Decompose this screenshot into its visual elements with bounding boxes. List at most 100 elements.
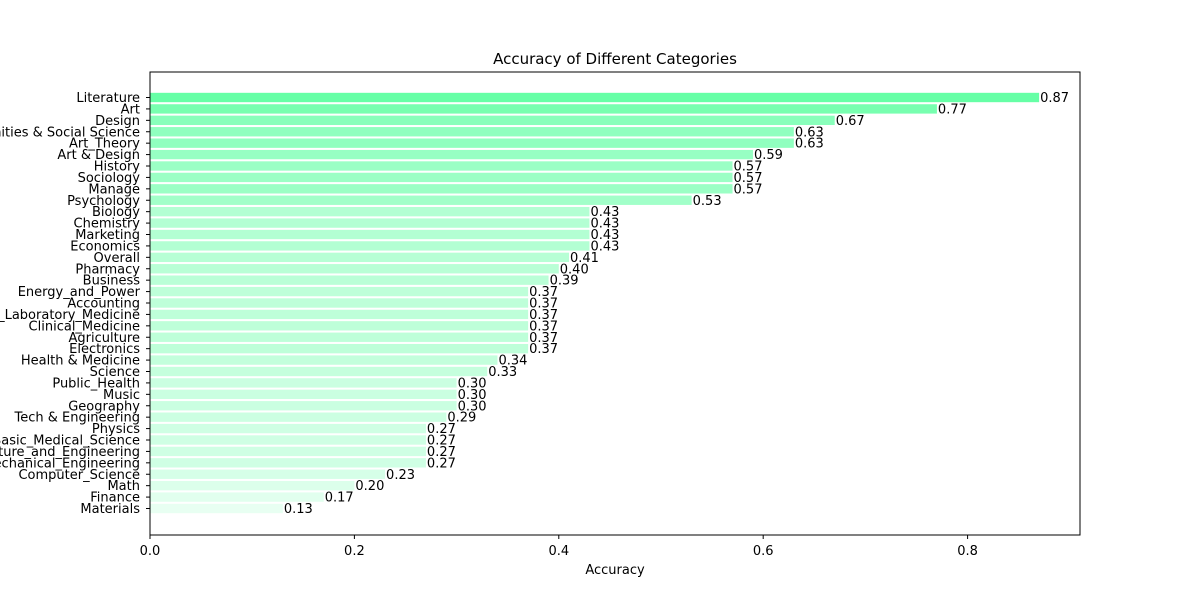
value-label-humanities-and-social-science: 0.63 (795, 125, 824, 140)
chart-title: Accuracy of Different Categories (493, 50, 737, 68)
value-label-overall: 0.41 (570, 251, 599, 266)
category-label-marketing: Marketing (75, 228, 140, 243)
value-label-math: 0.20 (355, 479, 384, 494)
category-label-math: Math (107, 479, 140, 494)
category-label-health-and-medicine: Health & Medicine (21, 354, 140, 369)
value-label-basic-medical-science: 0.27 (427, 434, 456, 449)
category-label-architecture-and-engineering: Architecture_and_Engineering (0, 445, 140, 460)
bar-public-health (150, 378, 457, 388)
bar-psychology (150, 195, 692, 205)
category-label-design: Design (95, 114, 140, 129)
value-label-design: 0.67 (836, 114, 865, 129)
bar-architecture-and-engineering (150, 446, 426, 457)
bar-geography (150, 401, 457, 411)
bar-agriculture (150, 332, 529, 342)
value-label-mechanical-engineering: 0.27 (427, 456, 456, 471)
category-label-clinical-medicine: Clinical_Medicine (29, 319, 140, 334)
x-tick-label: 0.4 (548, 544, 569, 559)
category-label-physics: Physics (92, 422, 140, 437)
bar-chemistry (150, 218, 590, 228)
value-label-music: 0.30 (458, 388, 487, 403)
value-label-health-and-medicine: 0.34 (498, 354, 527, 369)
plot-frame (149, 71, 1081, 536)
bar-computer-science (150, 469, 386, 479)
value-label-economics: 0.43 (590, 239, 619, 254)
value-label-pharmacy: 0.40 (560, 262, 589, 277)
value-label-manage: 0.57 (734, 182, 763, 197)
bar-biology (150, 206, 590, 217)
bar-accounting (150, 298, 529, 308)
bar-art-and-design (150, 149, 753, 160)
category-label-history: History (94, 160, 141, 175)
category-label-accounting: Accounting (67, 297, 140, 312)
bar-science (150, 366, 488, 377)
bar-business (150, 275, 549, 285)
category-label-music: Music (103, 388, 140, 403)
value-label-physics: 0.27 (427, 422, 456, 437)
value-label-biology: 0.43 (590, 205, 619, 220)
bar-materials (150, 503, 283, 514)
category-label-energy-and-power: Energy_and_Power (18, 285, 141, 300)
bar-tech-and-engineering (150, 412, 447, 422)
bar-physics (150, 423, 426, 434)
bar-overall (150, 252, 570, 263)
category-label-tech-and-engineering: Tech & Engineering (13, 411, 140, 426)
x-ticks-layer: 0.0 0.2 0.4 0.6 0.8 (140, 535, 978, 559)
bar-manage (150, 184, 733, 194)
category-label-business: Business (83, 274, 141, 289)
bar-economics (150, 241, 590, 251)
bars-layer (150, 92, 1040, 514)
bar-energy-and-power (150, 286, 529, 297)
category-label-finance: Finance (90, 491, 140, 506)
value-label-marketing: 0.43 (590, 228, 619, 243)
x-tick-label: 0.2 (344, 544, 365, 559)
value-label-business: 0.39 (550, 274, 579, 289)
category-label-agriculture: Agriculture (69, 331, 141, 346)
category-label-public-health: Public_Health (52, 376, 140, 391)
category-label-geography: Geography (68, 399, 140, 414)
value-label-materials: 0.13 (284, 502, 313, 517)
category-label-overall: Overall (94, 251, 140, 266)
category-label-art-and-design: Art & Design (57, 148, 140, 163)
value-label-accounting: 0.37 (529, 297, 558, 312)
category-label-diagnostics-and-laboratory-medicine: Diagnostics_and_Laboratory_Medicine (0, 308, 140, 323)
value-label-public-health: 0.30 (458, 376, 487, 391)
value-labels-layer: 0.870.770.670.630.630.590.570.570.570.53… (284, 91, 1069, 517)
value-label-agriculture: 0.37 (529, 331, 558, 346)
value-label-finance: 0.17 (325, 491, 354, 506)
value-label-history: 0.57 (734, 160, 763, 175)
bar-basic-medical-science (150, 435, 426, 445)
bar-mechanical-engineering (150, 458, 426, 468)
category-label-computer-science: Computer_Science (18, 468, 140, 483)
value-label-clinical-medicine: 0.37 (529, 319, 558, 334)
category-label-pharmacy: Pharmacy (75, 262, 140, 277)
bar-marketing (150, 229, 590, 240)
value-label-chemistry: 0.43 (590, 217, 619, 232)
value-label-literature: 0.87 (1040, 91, 1069, 106)
value-label-science: 0.33 (488, 365, 517, 380)
category-label-humanities-and-social-science: Humanities & Social Science (0, 125, 140, 140)
bar-literature (150, 92, 1040, 103)
x-axis-label: Accuracy (585, 563, 645, 578)
category-label-economics: Economics (70, 239, 140, 254)
value-label-psychology: 0.53 (693, 194, 722, 209)
category-label-psychology: Psychology (67, 194, 140, 209)
value-label-computer-science: 0.23 (386, 468, 415, 483)
category-label-science: Science (90, 365, 140, 380)
x-tick-label: 0.0 (140, 544, 161, 559)
category-label-chemistry: Chemistry (74, 217, 141, 232)
bar-design (150, 115, 835, 126)
bar-art (150, 104, 937, 114)
category-label-basic-medical-science: Basic_Medical_Science (0, 434, 140, 449)
category-label-sociology: Sociology (78, 171, 141, 186)
bar-art-theory (150, 138, 794, 148)
x-tick-label: 0.6 (753, 544, 774, 559)
bar-health-and-medicine (150, 355, 498, 365)
bar-diagnostics-and-laboratory-medicine (150, 309, 529, 320)
category-label-materials: Materials (80, 502, 140, 517)
value-label-art-theory: 0.63 (795, 137, 824, 152)
value-label-electronics: 0.37 (529, 342, 558, 357)
bar-music (150, 389, 457, 400)
bar-math (150, 480, 355, 491)
